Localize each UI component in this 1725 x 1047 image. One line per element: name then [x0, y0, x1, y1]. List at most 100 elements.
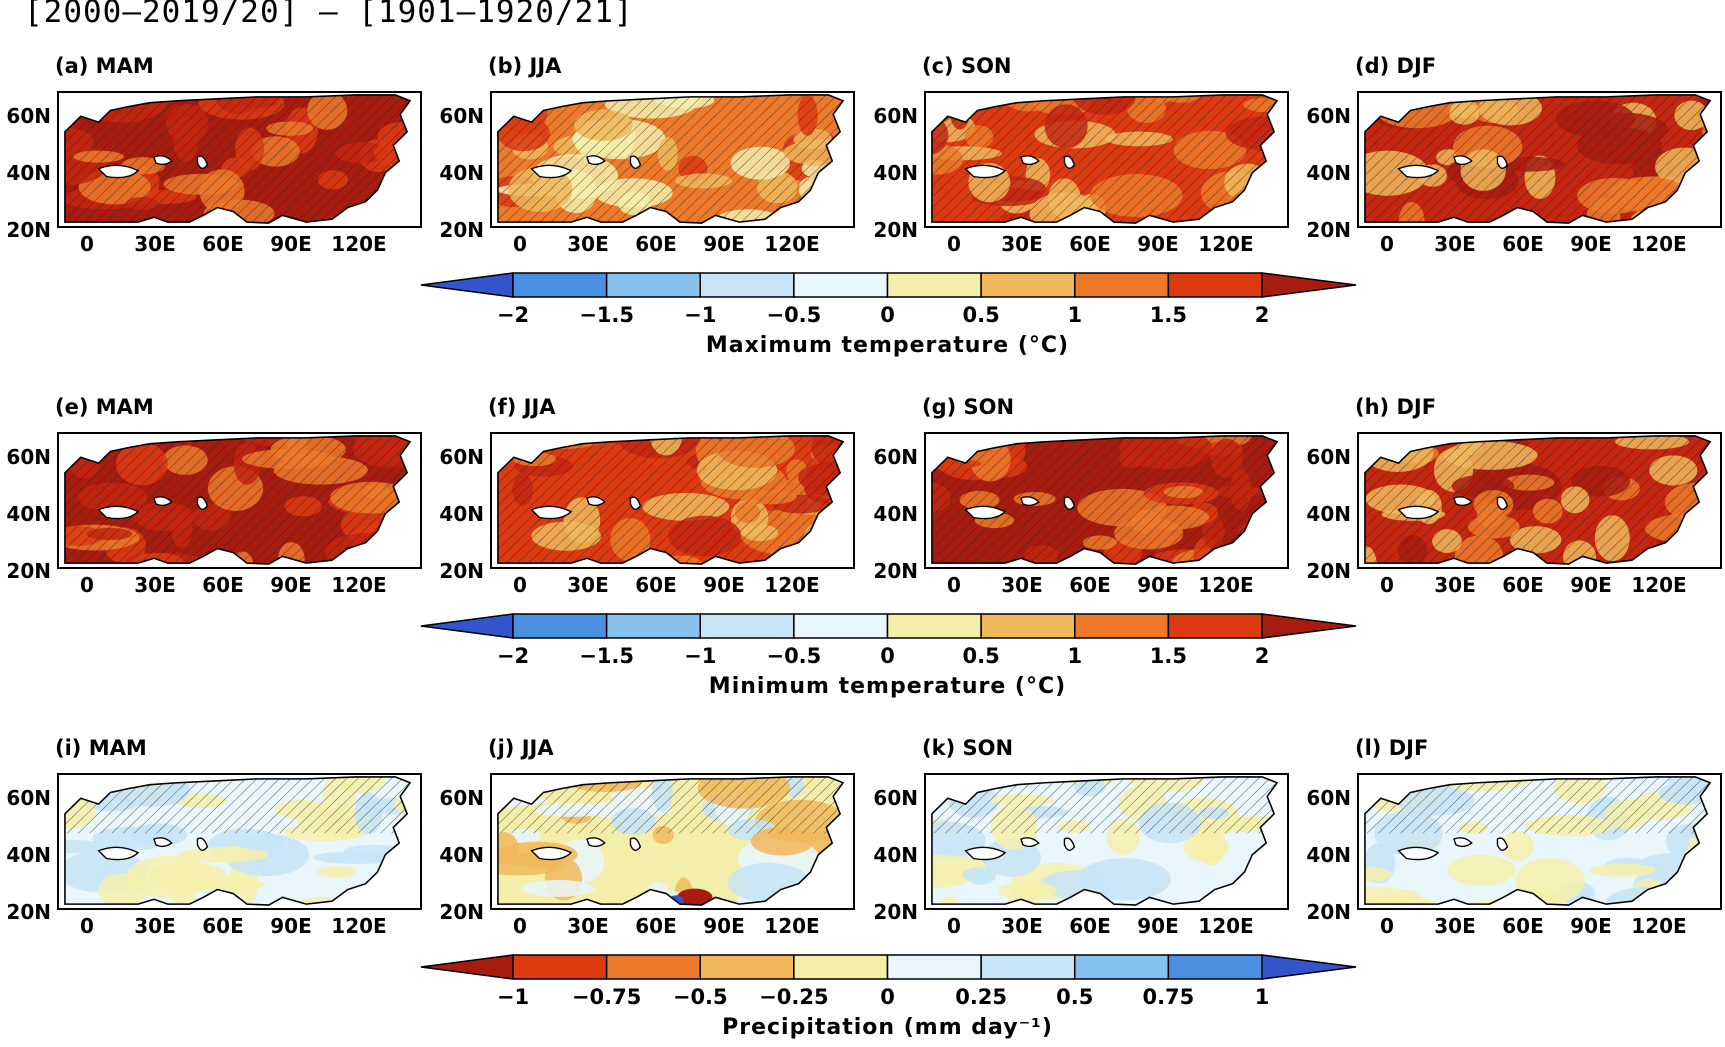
- colorbar: [420, 613, 1357, 639]
- lat-tick-label: 60N: [873, 104, 918, 128]
- colorbar-tick-label: 1.5: [1149, 644, 1187, 668]
- colorbar-tick-label: −0.5: [766, 644, 822, 668]
- map-panel: [1357, 773, 1722, 910]
- map-canvas: [1364, 94, 1712, 224]
- map-panel: [1357, 432, 1722, 569]
- lat-tick-label: 40N: [873, 502, 918, 526]
- map-panel: [57, 432, 422, 569]
- lon-tick-label: 60E: [1069, 573, 1111, 597]
- lon-tick-label: 30E: [1001, 232, 1043, 256]
- lon-tick-label: 120E: [1198, 232, 1254, 256]
- lon-tick-label: 90E: [703, 232, 745, 256]
- colorbar-tick-label: 0.5: [1056, 985, 1094, 1009]
- map-panel: [57, 91, 422, 228]
- lat-tick-label: 60N: [6, 104, 51, 128]
- lon-tick-label: 120E: [1631, 232, 1687, 256]
- lon-tick-label: 120E: [331, 914, 387, 938]
- colorbar-title: Minimum temperature (°C): [708, 674, 1067, 699]
- colorbar-tick-label: 0.75: [1142, 985, 1195, 1009]
- lat-tick-label: 40N: [6, 502, 51, 526]
- map-panel: [1357, 91, 1722, 228]
- lat-tick-label: 60N: [439, 104, 484, 128]
- colorbar-tick-label: 0.5: [962, 644, 1000, 668]
- lat-tick-label: 20N: [873, 218, 918, 242]
- panel-label: (b) JJA: [488, 54, 562, 78]
- map-canvas: [64, 435, 412, 565]
- lon-tick-label: 60E: [1069, 232, 1111, 256]
- lon-tick-label: 30E: [567, 232, 609, 256]
- colorbar-tick-label: −1: [684, 644, 717, 668]
- map-panel: [490, 432, 855, 569]
- colorbar-tick-label: 1: [1254, 985, 1270, 1009]
- lon-tick-label: 0: [513, 573, 527, 597]
- lon-tick-label: 0: [947, 573, 961, 597]
- lat-tick-label: 60N: [439, 445, 484, 469]
- panel-label: (i) MAM: [55, 736, 147, 760]
- map-canvas: [497, 435, 845, 565]
- lon-tick-label: 120E: [764, 573, 820, 597]
- colorbar-tick-label: −2: [496, 644, 530, 668]
- map-canvas: [64, 776, 412, 906]
- lon-tick-label: 0: [1380, 232, 1394, 256]
- colorbar: [420, 954, 1357, 980]
- lat-tick-label: 40N: [6, 161, 51, 185]
- lon-tick-label: 30E: [567, 573, 609, 597]
- lat-tick-label: 40N: [6, 843, 51, 867]
- map-canvas: [931, 435, 1279, 565]
- colorbar-tick-label: −0.5: [672, 985, 728, 1009]
- lon-tick-label: 120E: [764, 232, 820, 256]
- map-panel: [57, 773, 422, 910]
- lon-tick-label: 60E: [1502, 232, 1544, 256]
- panel-label: (j) JJA: [488, 736, 554, 760]
- lat-tick-label: 60N: [873, 445, 918, 469]
- colorbar-title: Precipitation (mm day⁻¹): [722, 1015, 1053, 1040]
- lat-tick-label: 40N: [1306, 502, 1351, 526]
- lon-tick-label: 30E: [1001, 914, 1043, 938]
- lon-tick-label: 90E: [1570, 573, 1612, 597]
- lon-tick-label: 120E: [1631, 573, 1687, 597]
- colorbar-tick-label: 0.25: [955, 985, 1008, 1009]
- lat-tick-label: 20N: [6, 559, 51, 583]
- colorbar-tick-label: 1: [1067, 644, 1083, 668]
- panel-label: (g) SON: [922, 395, 1015, 419]
- lon-tick-label: 120E: [1198, 914, 1254, 938]
- lon-tick-label: 0: [513, 914, 527, 938]
- lon-tick-label: 0: [1380, 573, 1394, 597]
- lat-tick-label: 40N: [439, 161, 484, 185]
- lon-tick-label: 120E: [331, 573, 387, 597]
- lon-tick-label: 30E: [1434, 232, 1476, 256]
- lon-tick-label: 0: [80, 914, 94, 938]
- map-panel: [924, 91, 1289, 228]
- lon-tick-label: 30E: [1434, 573, 1476, 597]
- lon-tick-label: 30E: [134, 232, 176, 256]
- map-canvas: [64, 94, 412, 224]
- colorbar: [420, 272, 1357, 298]
- lon-tick-label: 0: [1380, 914, 1394, 938]
- lat-tick-label: 20N: [439, 218, 484, 242]
- lon-tick-label: 30E: [134, 914, 176, 938]
- map-panel: [924, 432, 1289, 569]
- lon-tick-label: 90E: [1137, 232, 1179, 256]
- colorbar-tick-label: 2: [1254, 644, 1270, 668]
- lon-tick-label: 0: [947, 914, 961, 938]
- lat-tick-label: 40N: [439, 502, 484, 526]
- lon-tick-label: 60E: [1502, 573, 1544, 597]
- lon-tick-label: 0: [80, 232, 94, 256]
- lat-tick-label: 20N: [439, 559, 484, 583]
- lon-tick-label: 90E: [1570, 232, 1612, 256]
- colorbar-tick-label: 0: [880, 985, 895, 1009]
- lat-tick-label: 40N: [1306, 843, 1351, 867]
- lon-tick-label: 120E: [764, 914, 820, 938]
- colorbar-tick-label: −1: [684, 303, 717, 327]
- lat-tick-label: 40N: [1306, 161, 1351, 185]
- lon-tick-label: 120E: [1198, 573, 1254, 597]
- lon-tick-label: 30E: [134, 573, 176, 597]
- lon-tick-label: 90E: [1570, 914, 1612, 938]
- lat-tick-label: 60N: [6, 445, 51, 469]
- lon-tick-label: 0: [513, 232, 527, 256]
- lat-tick-label: 20N: [6, 218, 51, 242]
- lat-tick-label: 20N: [6, 900, 51, 924]
- lon-tick-label: 90E: [1137, 914, 1179, 938]
- colorbar-tick-label: −0.25: [759, 985, 829, 1009]
- panel-label: (a) MAM: [55, 54, 154, 78]
